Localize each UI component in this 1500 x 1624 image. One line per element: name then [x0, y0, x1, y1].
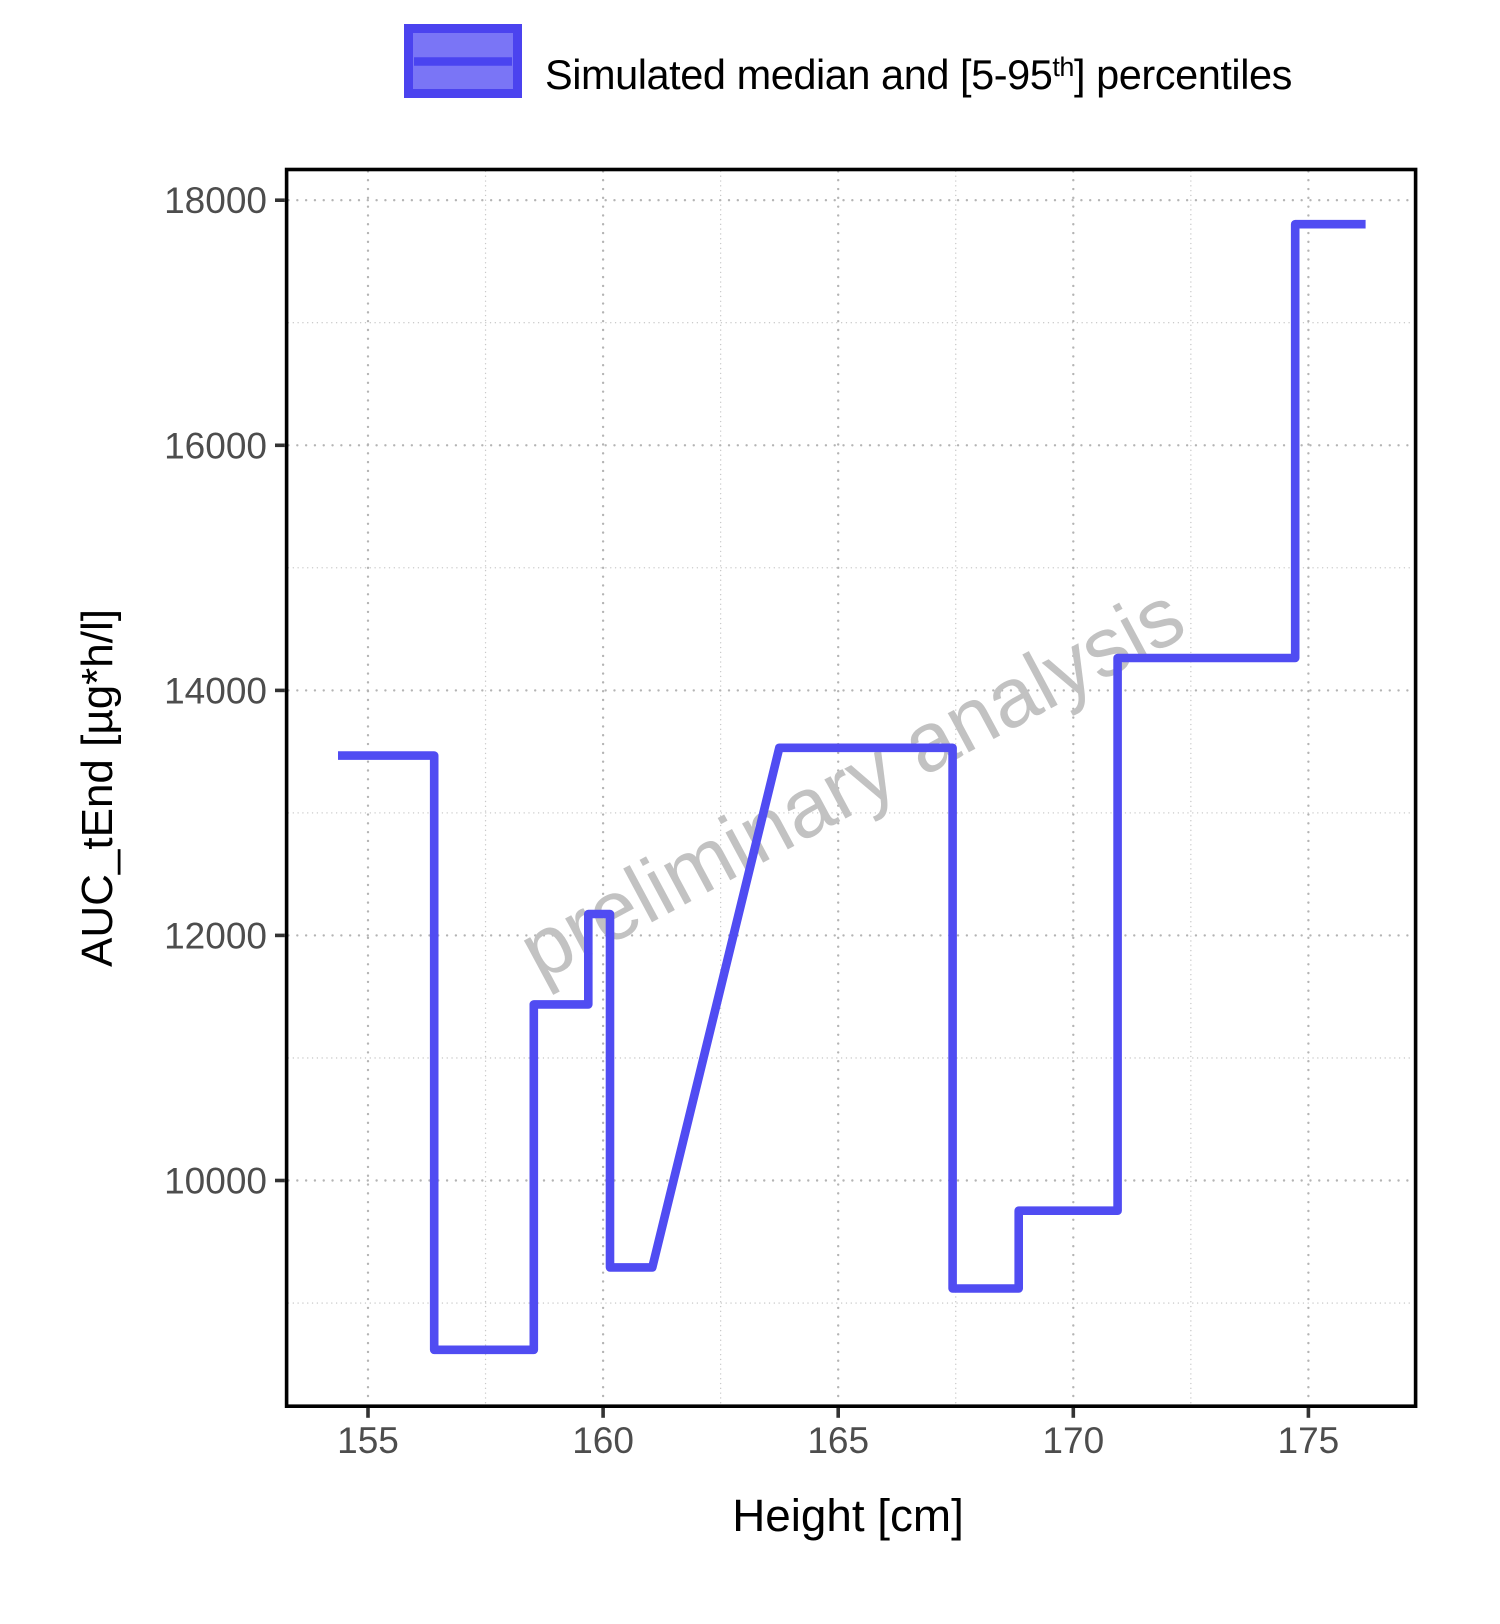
svg-text:AUC_tEnd [µg*h/l]: AUC_tEnd [µg*h/l]	[73, 609, 122, 967]
svg-text:10000: 10000	[164, 1161, 267, 1202]
svg-text:155: 155	[337, 1420, 399, 1461]
svg-text:14000: 14000	[164, 670, 267, 711]
svg-text:170: 170	[1042, 1420, 1104, 1461]
svg-text:175: 175	[1278, 1420, 1340, 1461]
svg-text:160: 160	[572, 1420, 634, 1461]
svg-text:165: 165	[807, 1420, 869, 1461]
svg-text:Simulated median and [5-95th]: Simulated median and [5-95th] percentile…	[545, 51, 1292, 98]
svg-text:Height [cm]: Height [cm]	[732, 1490, 964, 1541]
svg-text:12000: 12000	[164, 915, 267, 956]
svg-text:16000: 16000	[164, 425, 267, 466]
svg-text:18000: 18000	[164, 180, 267, 221]
